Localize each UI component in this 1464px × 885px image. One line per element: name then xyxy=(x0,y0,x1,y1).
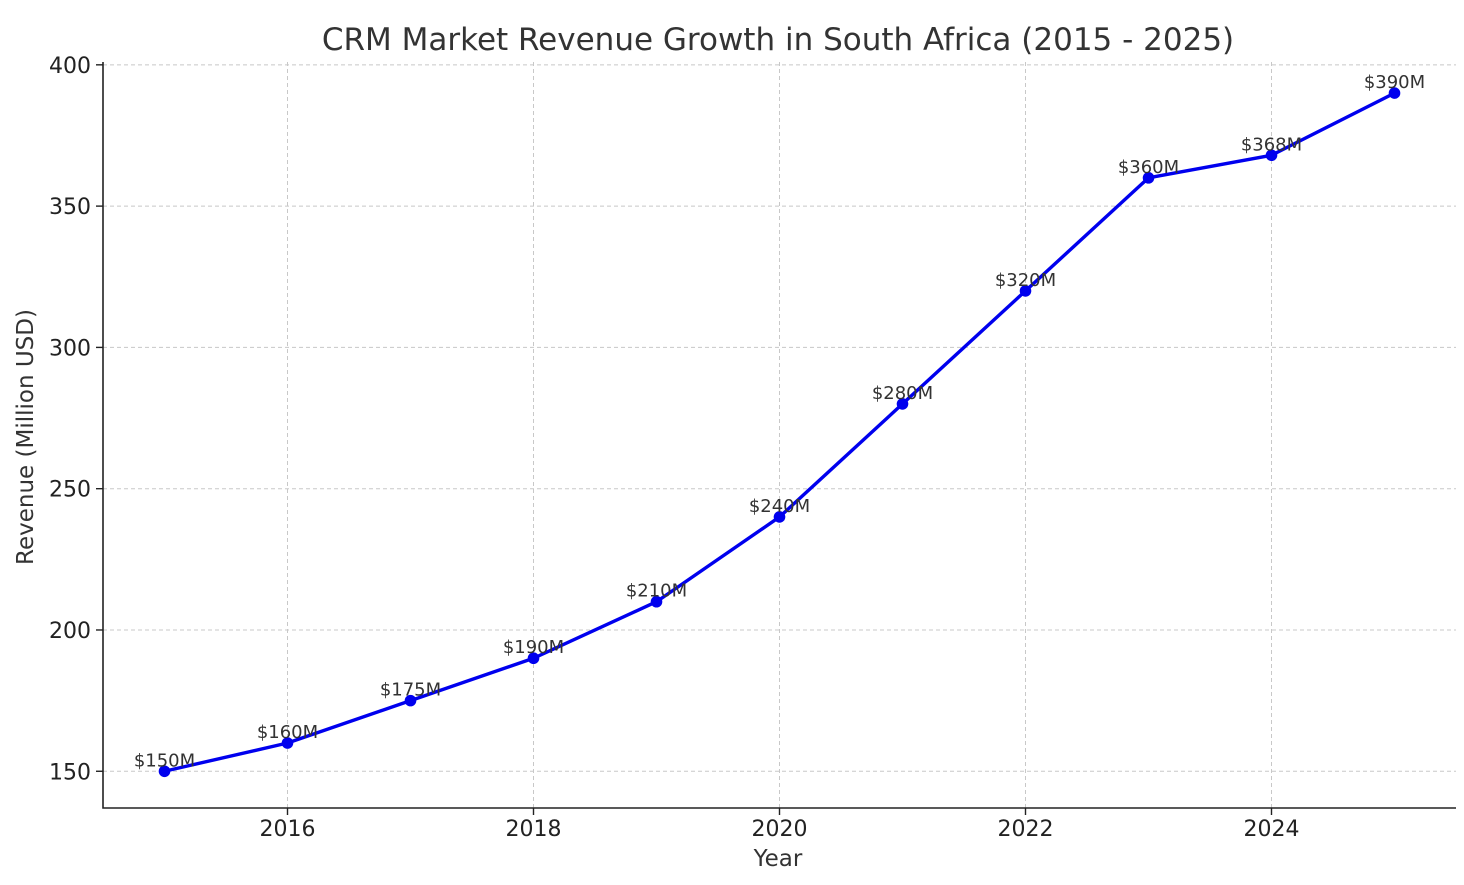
data-label: $175M xyxy=(380,680,441,701)
data-label: $150M xyxy=(134,750,195,771)
data-labels: $150M $160M $175M $190M $210M $240M $280M $320M… xyxy=(134,72,1425,771)
x-tick-label: 2020 xyxy=(752,817,808,842)
y-tick-label: 350 xyxy=(49,195,91,220)
data-label: $320M xyxy=(995,270,1056,291)
x-tick-label: 2022 xyxy=(998,817,1054,842)
data-point xyxy=(1142,172,1155,184)
data-point xyxy=(650,595,663,608)
y-tick-label: 250 xyxy=(49,478,91,503)
x-tick-label: 2024 xyxy=(1244,817,1300,842)
data-point xyxy=(773,511,786,523)
data-point xyxy=(896,398,909,410)
axis-spines xyxy=(102,62,1456,809)
data-label: $390M xyxy=(1364,72,1425,93)
chart-title: CRM Market Revenue Growth in South Afric… xyxy=(322,22,1234,58)
data-point xyxy=(1265,149,1278,162)
data-label: $190M xyxy=(503,637,564,658)
data-label: $160M xyxy=(257,722,318,743)
data-label: $360M xyxy=(1118,157,1179,178)
series-line xyxy=(162,91,1397,773)
x-axis-label: Year xyxy=(753,846,803,872)
data-label: $368M xyxy=(1241,134,1302,155)
data-label: $280M xyxy=(872,383,933,404)
y-tick-label: 400 xyxy=(49,54,91,79)
y-tick-label: 150 xyxy=(49,760,91,785)
y-tick-label: 200 xyxy=(49,619,91,644)
data-point xyxy=(404,694,417,707)
data-point xyxy=(1019,285,1032,297)
data-label: $240M xyxy=(749,496,810,517)
data-point xyxy=(527,652,540,665)
data-point xyxy=(1388,87,1401,99)
x-tick-label: 2016 xyxy=(260,817,316,842)
axes xyxy=(102,62,1456,809)
series-layer xyxy=(158,87,1401,778)
grid xyxy=(103,62,1456,808)
data-point xyxy=(158,765,171,778)
x-tick-label: 2018 xyxy=(506,817,562,842)
y-axis-label: Revenue (Million USD) xyxy=(13,309,39,565)
y-tick-label: 300 xyxy=(49,336,91,361)
ticks: 2016 2018 2020 2022 2024 150 200 250 300 350 400 xyxy=(49,54,1300,842)
data-label: $210M xyxy=(626,581,687,602)
data-point xyxy=(281,737,294,749)
